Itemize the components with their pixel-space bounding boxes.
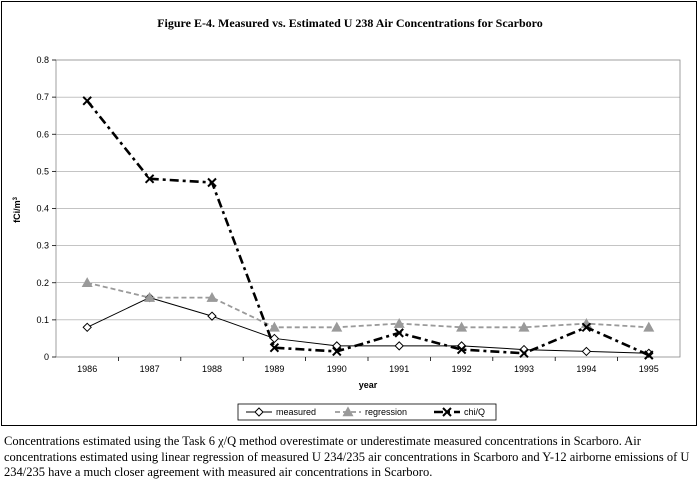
x-tick-label: 1990 (327, 364, 347, 374)
data-point (519, 348, 529, 358)
data-point (644, 350, 654, 360)
series-line (86, 100, 650, 357)
y-axis-label: fCi/m3 (12, 196, 22, 223)
series-chi-q (82, 96, 654, 360)
x-tick-label: 1993 (514, 364, 534, 374)
data-point (456, 321, 468, 332)
data-point (456, 344, 467, 355)
data-point (393, 317, 405, 328)
data-point (331, 321, 343, 332)
data-point (581, 346, 592, 357)
x-tick-label: 1995 (639, 364, 659, 374)
data-point (268, 321, 280, 332)
data-point (269, 343, 280, 353)
x-tick-label: 1994 (576, 364, 596, 374)
chart-legend: measured regression chi/Q (237, 403, 497, 421)
y-tick-label: 0.3 (36, 241, 49, 251)
y-tick-label: 0.7 (36, 92, 49, 102)
data-point (518, 321, 530, 332)
series-line (86, 281, 649, 329)
data-point (207, 177, 217, 188)
y-tick-label: 0.2 (36, 278, 49, 288)
data-point (144, 291, 156, 302)
legend-marker (254, 407, 264, 417)
series-line (86, 297, 649, 354)
data-point (581, 322, 592, 333)
y-tick-label: 0.8 (36, 55, 49, 65)
x-tick-label: 1987 (140, 364, 160, 374)
x-tick-label: 1991 (389, 364, 409, 374)
data-point (394, 341, 404, 351)
figure-caption: Concentrations estimated using the Task … (4, 434, 690, 479)
y-tick-label: 0.6 (36, 129, 49, 139)
legend-marker (442, 407, 452, 417)
x-tick-label: 1992 (452, 364, 472, 374)
data-point (332, 341, 342, 351)
x-tick-label: 1986 (77, 364, 97, 374)
y-tick-label: 0.4 (36, 204, 49, 214)
chart-title: Figure E-4. Measured vs. Estimated U 238… (157, 16, 543, 30)
data-point (144, 174, 155, 184)
y-tick-label: 0.1 (36, 315, 49, 325)
x-tick-label: 1988 (202, 364, 222, 374)
data-point (206, 291, 218, 302)
y-tick-label: 0.5 (36, 166, 49, 176)
figure-frame: Figure E-4. Measured vs. Estimated U 238… (1, 1, 697, 426)
data-point (332, 346, 342, 357)
legend-label: measured (276, 407, 316, 417)
legend-box (237, 403, 497, 421)
legend-label: regression (365, 407, 407, 417)
legend-label: chi/Q (464, 407, 485, 417)
line-chart: Figure E-4. Measured vs. Estimated U 238… (12, 16, 681, 421)
data-point (643, 321, 655, 332)
x-tick-label: 1989 (264, 364, 284, 374)
data-point (82, 96, 92, 106)
x-axis-label: year (359, 380, 378, 390)
legend-marker (342, 406, 354, 417)
data-point (81, 277, 93, 288)
data-point (82, 322, 92, 333)
data-point (207, 311, 217, 321)
data-point (394, 328, 404, 338)
y-tick-label: 0 (44, 352, 49, 362)
